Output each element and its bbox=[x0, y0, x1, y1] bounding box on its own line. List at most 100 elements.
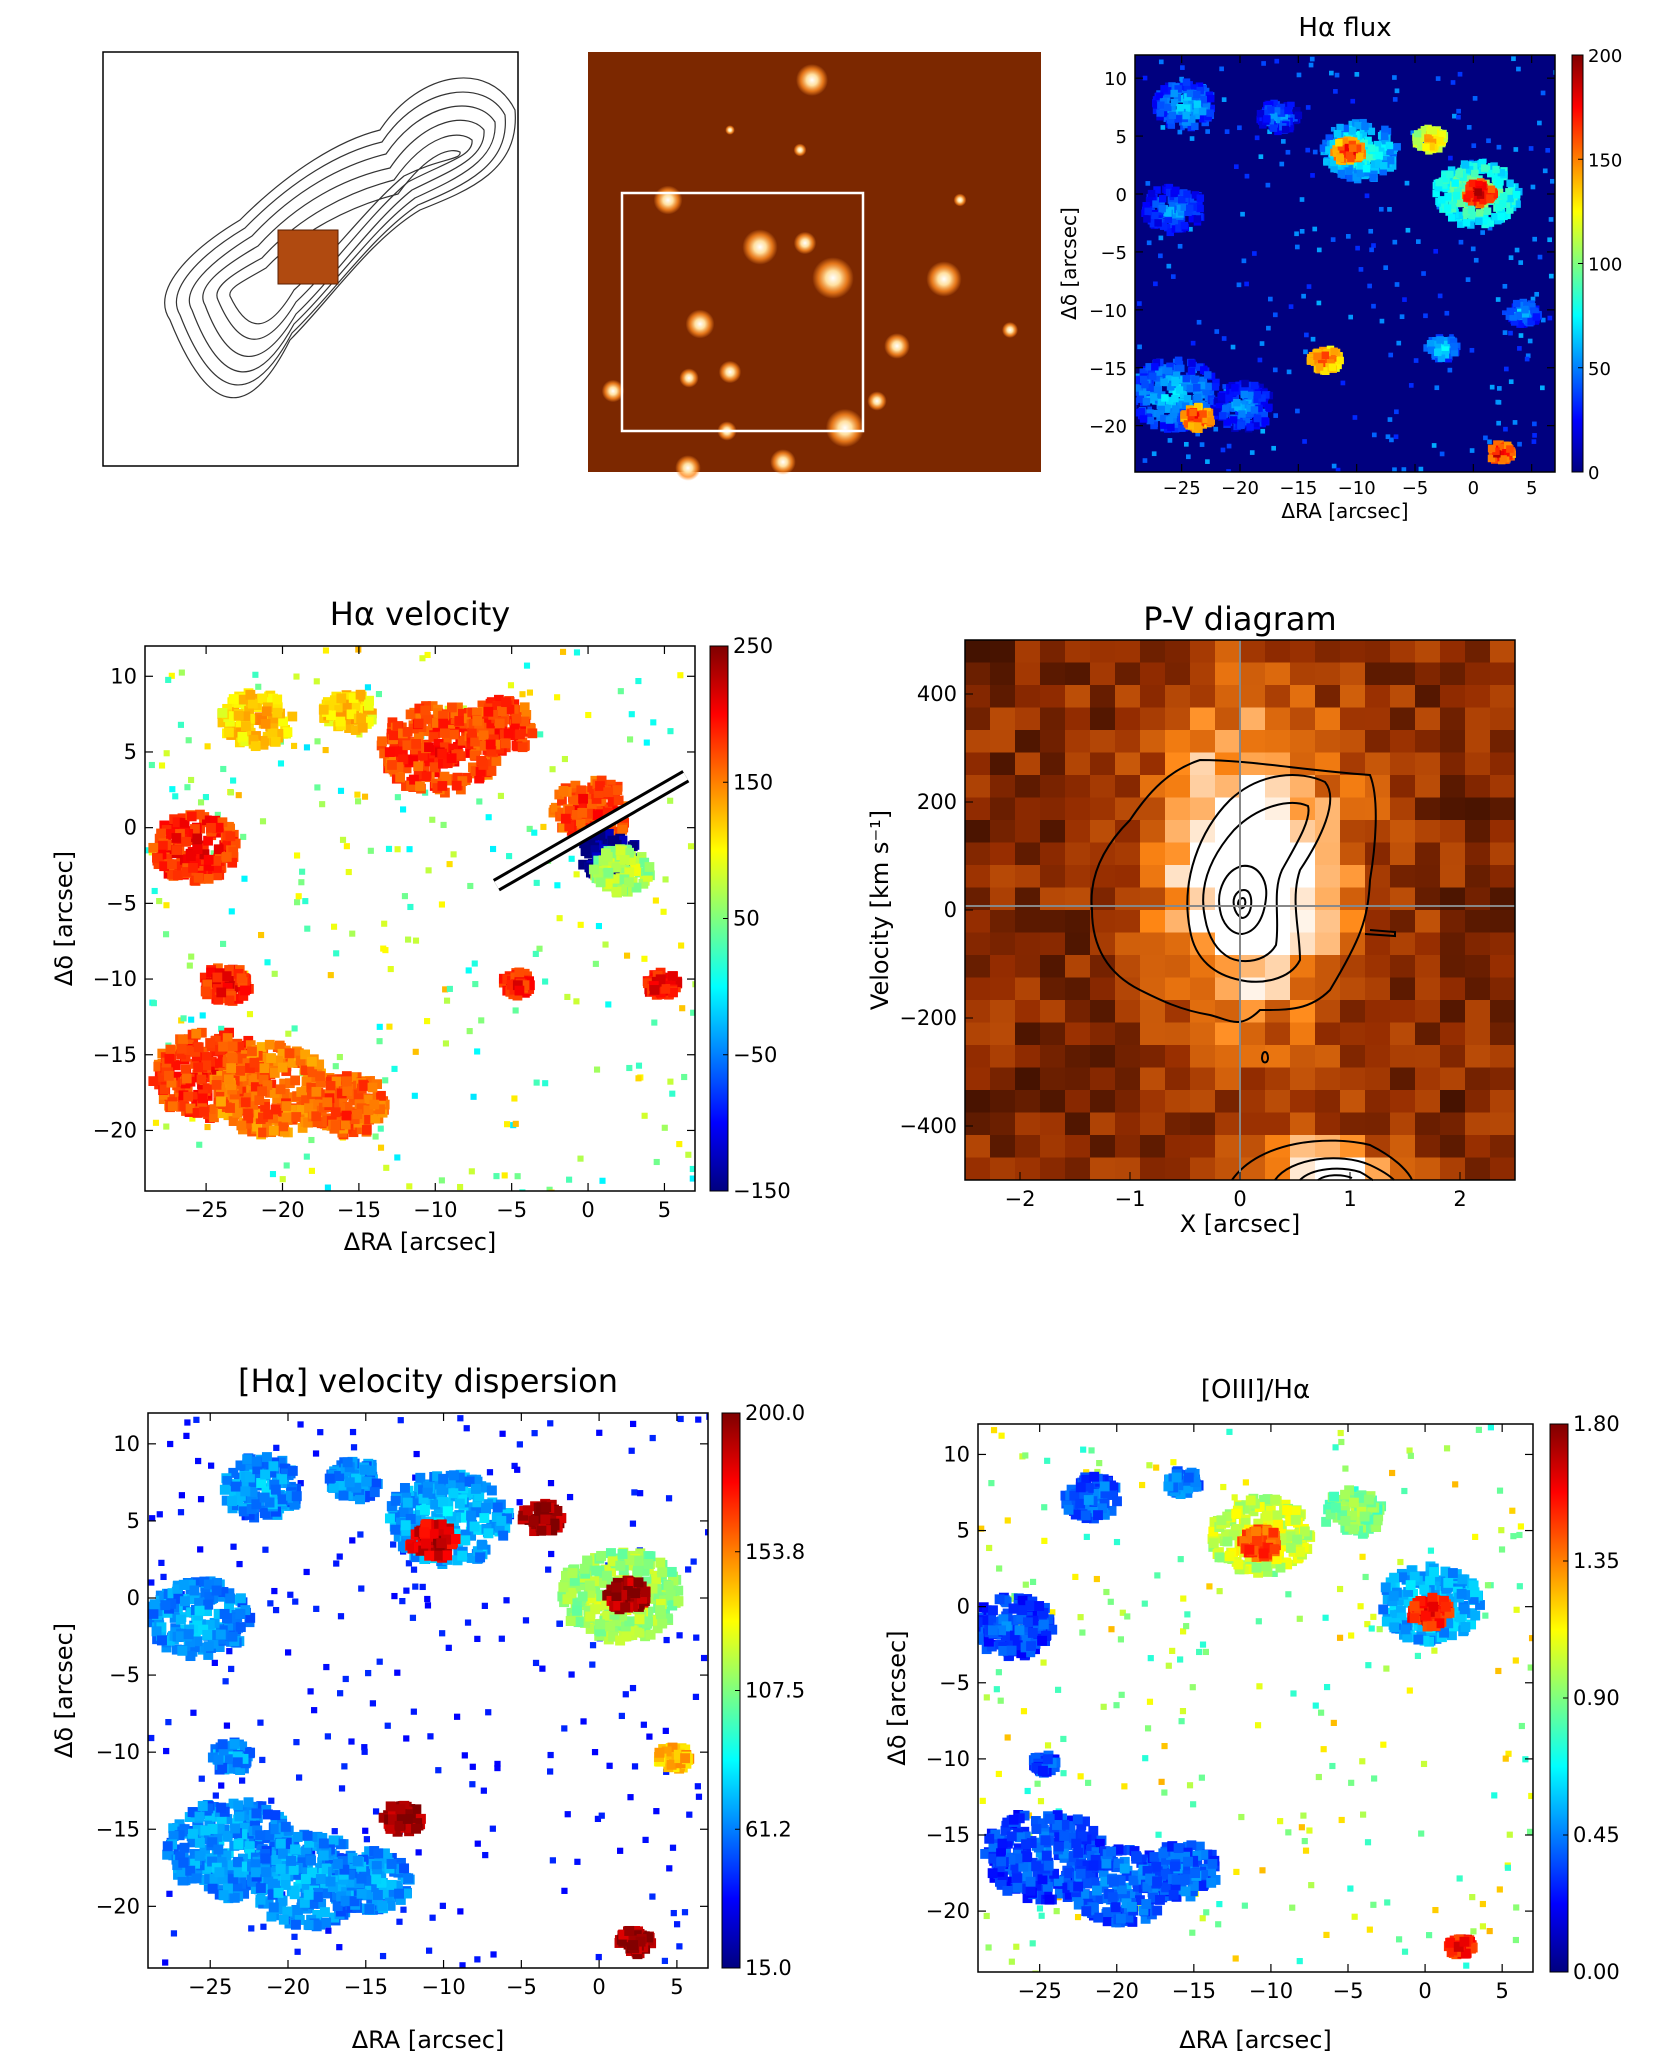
noise-pixel bbox=[995, 1770, 1002, 1778]
noise-pixel bbox=[302, 898, 309, 905]
noise-pixel bbox=[996, 1565, 1003, 1572]
noise-pixel bbox=[995, 1669, 1002, 1676]
noise-pixel bbox=[1396, 340, 1402, 346]
noise-pixel bbox=[1020, 1708, 1028, 1715]
noise-pixel bbox=[1147, 1655, 1154, 1662]
noise-pixel bbox=[291, 742, 298, 749]
noise-pixel bbox=[1034, 1780, 1041, 1787]
noise-pixel bbox=[643, 739, 650, 746]
noise-pixel bbox=[1357, 1603, 1364, 1610]
noise-pixel bbox=[1233, 1868, 1240, 1876]
noise-pixel bbox=[218, 1025, 225, 1032]
colorbar-tick-label: 200.0 bbox=[745, 1401, 805, 1425]
noise-pixel bbox=[681, 1909, 689, 1916]
noise-pixel bbox=[1423, 313, 1428, 319]
noise-pixel bbox=[190, 1709, 197, 1716]
noise-pixel bbox=[522, 1617, 530, 1624]
x-tick-label: 0 bbox=[581, 1198, 594, 1222]
emission-knot-11 bbox=[378, 1800, 426, 1837]
noise-pixel bbox=[1124, 1613, 1131, 1620]
noise-pixel bbox=[1226, 1428, 1233, 1435]
noise-pixel bbox=[349, 1428, 357, 1436]
noise-pixel bbox=[357, 1531, 364, 1538]
noise-pixel bbox=[467, 882, 474, 890]
noise-pixel bbox=[424, 1602, 432, 1609]
y-tick-label: −20 bbox=[93, 1118, 137, 1142]
noise-pixel bbox=[511, 1462, 518, 1470]
noise-pixel bbox=[1448, 155, 1453, 161]
noise-pixel bbox=[1508, 379, 1514, 385]
noise-pixel bbox=[1231, 1494, 1238, 1501]
noise-pixel bbox=[317, 1429, 324, 1436]
x-tick-label: −25 bbox=[1163, 478, 1201, 499]
noise-pixel bbox=[663, 1636, 670, 1644]
y-tick-label: −10 bbox=[926, 1747, 970, 1771]
noise-pixel bbox=[1366, 1926, 1373, 1933]
noise-pixel bbox=[293, 1739, 300, 1746]
noise-pixel bbox=[1040, 1659, 1047, 1666]
noise-pixel bbox=[1531, 439, 1537, 444]
noise-pixel bbox=[195, 1457, 202, 1465]
noise-pixel bbox=[1530, 296, 1536, 302]
radio-contours bbox=[164, 77, 516, 399]
noise-pixel bbox=[415, 1849, 422, 1856]
noise-pixel bbox=[653, 1808, 660, 1815]
noise-pixel bbox=[363, 1836, 371, 1843]
star-12 bbox=[601, 379, 625, 403]
noise-pixel bbox=[1547, 237, 1552, 243]
noise-pixel bbox=[566, 1493, 574, 1501]
noise-pixel bbox=[446, 861, 453, 868]
noise-pixel bbox=[1155, 1831, 1162, 1838]
noise-pixel bbox=[1472, 1533, 1479, 1540]
map-ylabel: Δδ [arcsec] bbox=[50, 851, 78, 986]
noise-pixel bbox=[1103, 1588, 1110, 1596]
noise-pixel bbox=[1484, 1582, 1492, 1589]
y-tick-label: 0 bbox=[957, 1595, 970, 1619]
noise-pixel bbox=[1100, 1703, 1107, 1710]
noise-pixel bbox=[1354, 72, 1360, 77]
noise-pixel bbox=[149, 1515, 156, 1522]
noise-pixel bbox=[1170, 1459, 1177, 1466]
noise-pixel bbox=[338, 1785, 346, 1792]
noise-pixel bbox=[438, 1177, 445, 1184]
colorbar-tick-label: 15.0 bbox=[745, 1956, 792, 1980]
noise-pixel bbox=[1516, 1531, 1523, 1539]
noise-pixel bbox=[1238, 1813, 1245, 1821]
colorbar-tick-label: 0.00 bbox=[1573, 1960, 1620, 1984]
colorbar-tick-label: 50 bbox=[1588, 359, 1611, 380]
noise-pixel bbox=[1410, 130, 1416, 136]
emission-knot-10 bbox=[1213, 379, 1274, 433]
noise-pixel bbox=[257, 1719, 264, 1726]
noise-pixel bbox=[1216, 1901, 1223, 1908]
noise-pixel bbox=[1161, 1742, 1168, 1750]
noise-pixel bbox=[1401, 467, 1407, 472]
noise-pixel bbox=[1024, 1787, 1031, 1795]
noise-pixel bbox=[1224, 129, 1230, 134]
noise-pixel bbox=[361, 1744, 368, 1751]
noise-pixel bbox=[531, 1430, 538, 1437]
noise-pixel bbox=[1241, 1902, 1248, 1909]
emission-knot-10 bbox=[325, 1846, 415, 1915]
y-tick-label: −10 bbox=[1089, 301, 1127, 322]
noise-pixel bbox=[1203, 1909, 1210, 1916]
x-tick-label: 5 bbox=[1495, 1979, 1508, 2003]
star-6 bbox=[685, 309, 715, 339]
emission-knot-13 bbox=[614, 1925, 657, 1960]
noise-pixel bbox=[1273, 413, 1279, 418]
noise-pixel bbox=[291, 1933, 298, 1940]
noise-pixel bbox=[1252, 251, 1257, 256]
noise-pixel bbox=[246, 1011, 254, 1018]
noise-pixel bbox=[472, 981, 479, 988]
noise-pixel bbox=[461, 1752, 468, 1759]
noise-pixel bbox=[1496, 1886, 1503, 1893]
noise-pixel bbox=[1439, 451, 1445, 457]
noise-pixel bbox=[681, 1073, 688, 1081]
star-19 bbox=[725, 125, 735, 135]
x-tick-label: −10 bbox=[421, 1975, 465, 1999]
noise-pixel bbox=[394, 794, 401, 801]
noise-pixel bbox=[1330, 1719, 1337, 1726]
noise-pixel bbox=[1426, 1932, 1433, 1939]
noise-pixel bbox=[1470, 246, 1476, 252]
noise-pixel bbox=[537, 731, 544, 738]
noise-pixel bbox=[1482, 1612, 1489, 1619]
